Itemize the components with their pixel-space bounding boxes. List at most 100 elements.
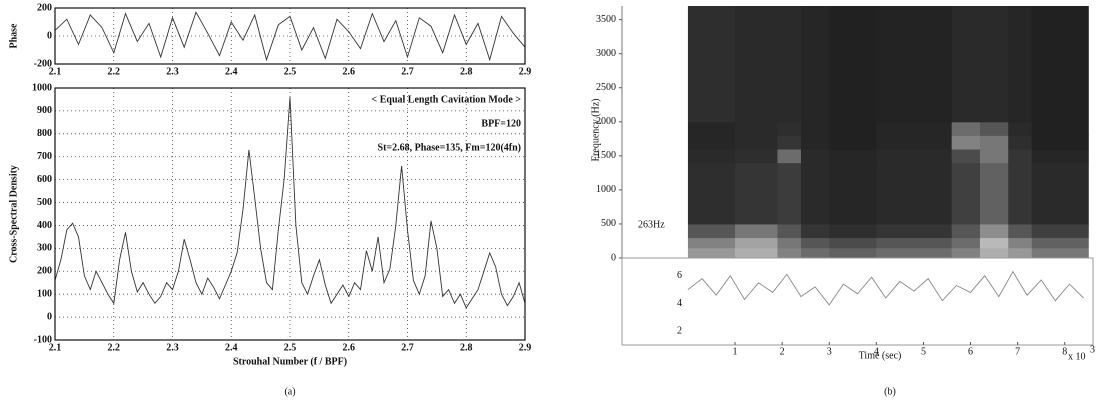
heatmap-cell <box>1031 162 1089 225</box>
heatmap-cell <box>1008 149 1033 164</box>
heatmap-cell <box>829 135 877 150</box>
heatmap-cell <box>1031 149 1089 164</box>
heatmap-cell <box>1031 247 1089 259</box>
heatmap-cell <box>777 6 802 123</box>
heatmap-cell <box>800 247 830 259</box>
plot-frame <box>54 7 526 65</box>
x-tick-label: 2.8 <box>460 342 473 353</box>
data-line <box>54 97 526 309</box>
x-tick-label: 2.5 <box>284 66 297 77</box>
annotation: 263Hz <box>638 219 665 230</box>
y-tick-label: 2000 <box>596 116 616 127</box>
heatmap-cell <box>777 237 802 249</box>
heatmap-cell <box>800 121 830 136</box>
y-tick-label: 1000 <box>32 82 52 93</box>
x-tick-label: 8 <box>1062 346 1067 357</box>
heatmap-cell <box>876 237 953 249</box>
trace-y-tick-label: 4 <box>677 298 682 309</box>
heatmap-cell <box>1008 237 1033 249</box>
x-tick-label: 2.1 <box>49 342 62 353</box>
heatmap-cell <box>951 162 981 225</box>
x-tick-label: 2.8 <box>460 66 473 77</box>
heatmap-cell <box>800 237 830 249</box>
heatmap-cell <box>1008 162 1033 225</box>
y-tick-label: 400 <box>37 220 52 231</box>
heatmap-cell <box>735 237 778 249</box>
heatmap-cell <box>687 237 736 249</box>
y-tick-label: 300 <box>37 243 52 254</box>
heatmap-cell <box>800 162 830 225</box>
heatmap-cell <box>1031 237 1089 249</box>
y-tick-label: 800 <box>37 128 52 139</box>
heatmap-cell <box>829 6 877 123</box>
x-tick-label: 2.9 <box>519 66 532 77</box>
y-tick-label: 0 <box>611 252 616 263</box>
y-tick-label: 2500 <box>596 82 616 93</box>
x-axis-label: Time (sec) <box>859 350 902 361</box>
heatmap-cell <box>876 247 953 259</box>
x-tick-label: 2.9 <box>519 342 532 353</box>
heatmap-cell <box>829 237 877 249</box>
caption: (b) <box>884 386 896 397</box>
x-tick-label: 3 <box>827 346 832 357</box>
plot-frame <box>54 87 526 341</box>
y-tick-label: 1500 <box>596 150 616 161</box>
x-tick-label: 1 <box>733 346 738 357</box>
y-tick-label: 600 <box>37 174 52 185</box>
x-tick-label: 2.2 <box>108 342 121 353</box>
x-tick-label: 2.6 <box>343 342 356 353</box>
heatmap-cell <box>951 237 981 249</box>
heatmap-cell <box>1031 135 1089 150</box>
x-exponent: 3 <box>1090 344 1095 355</box>
trace-frame <box>621 257 1094 346</box>
heatmap-cell <box>1008 6 1033 123</box>
heatmap-cell <box>979 6 1009 123</box>
heatmap-cell <box>829 149 877 164</box>
heatmap-cell <box>735 162 778 225</box>
annotation: < Equal Length Cavitation Mode > <box>372 94 522 105</box>
y-tick-label: 3000 <box>596 48 616 59</box>
x-tick-label: 5 <box>921 346 926 357</box>
heatmap-cell <box>951 223 981 239</box>
y-axis-label: Frequency (Hz) <box>590 98 601 161</box>
x-axis-label: Strouhal Number (f / BPF) <box>233 356 347 367</box>
heatmap-cell <box>735 135 778 150</box>
heatmap-cell <box>687 121 736 136</box>
y-tick-label: 900 <box>37 105 52 116</box>
y-tick-label: -200 <box>34 58 52 69</box>
heatmap-cell <box>876 6 953 123</box>
y-tick-label: 3500 <box>596 14 616 25</box>
trace-line <box>687 270 1084 306</box>
heatmap-cell <box>800 6 830 123</box>
heatmap-cell <box>687 149 736 164</box>
x-tick-label: 2.6 <box>343 66 356 77</box>
x-tick-label: 2.4 <box>225 66 238 77</box>
heatmap-cell <box>951 135 981 150</box>
y-tick-label: 100 <box>37 288 52 299</box>
heatmap-cell <box>1031 121 1089 136</box>
heatmap-cell <box>979 237 1009 249</box>
heatmap-cell <box>951 6 981 123</box>
x-tick-label: 7 <box>1015 346 1020 357</box>
heatmap-cell <box>876 223 953 239</box>
heatmap-cell <box>735 6 778 123</box>
heatmap-cell <box>829 162 877 225</box>
heatmap-cell <box>1008 135 1033 150</box>
heatmap-cell <box>777 162 802 225</box>
heatmap-cell <box>1031 223 1089 239</box>
heatmap-cell <box>687 223 736 239</box>
y-tick-label: -100 <box>34 334 52 345</box>
data-line <box>54 11 526 62</box>
y-tick-label: 0 <box>47 30 52 41</box>
heatmap-cell <box>829 121 877 136</box>
heatmap-cell <box>979 247 1009 259</box>
heatmap-cell <box>829 247 877 259</box>
x-tick-label: 4 <box>874 346 879 357</box>
heatmap-cell <box>876 135 953 150</box>
x-tick-label: 2.7 <box>401 66 414 77</box>
heatmap-cell <box>735 223 778 239</box>
caption: (a) <box>284 386 295 397</box>
heatmap-cell <box>777 223 802 239</box>
heatmap-cell <box>951 121 981 136</box>
heatmap-cell <box>1008 121 1033 136</box>
